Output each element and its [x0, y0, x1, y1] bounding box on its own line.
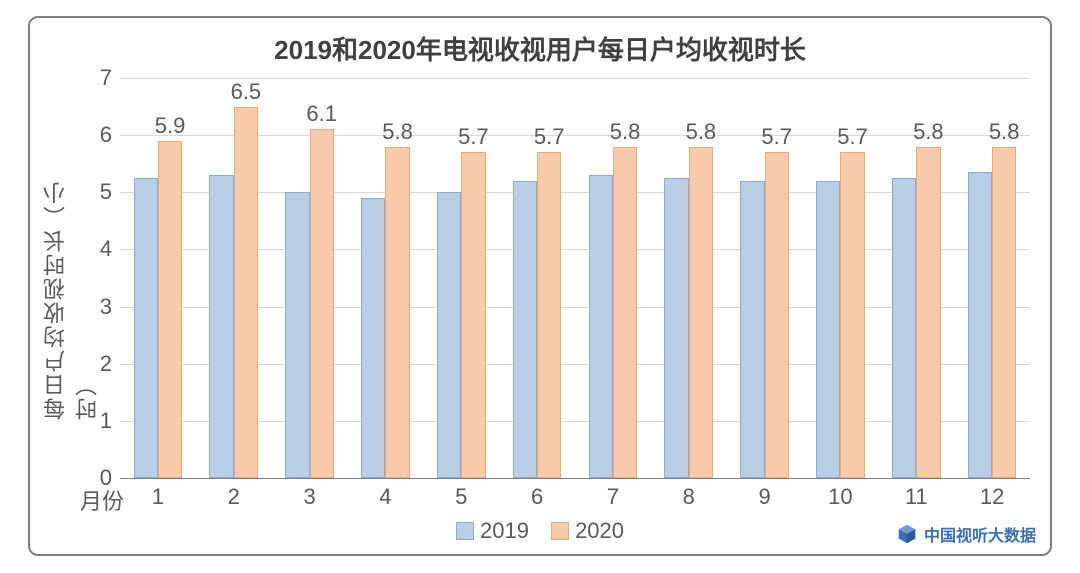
legend-swatch-2019	[456, 522, 474, 540]
x-tick-label: 2	[228, 484, 240, 510]
plot-area: 012345675.96.56.15.85.75.75.85.85.75.75.…	[120, 78, 1030, 478]
bar-2020-11	[916, 147, 940, 478]
y-tick-label: 0	[72, 465, 120, 491]
bar-2019-10	[816, 181, 840, 478]
bar-2020-12	[992, 147, 1016, 478]
bar-2019-3	[285, 192, 309, 478]
x-tick-label: 7	[607, 484, 619, 510]
x-tick-label: 11	[905, 484, 928, 510]
data-label-2020-4: 5.8	[382, 119, 413, 145]
data-label-2020-9: 5.7	[761, 124, 792, 150]
data-label-2020-1: 5.9	[155, 113, 186, 139]
cube-icon	[896, 523, 918, 545]
bar-2020-1	[158, 141, 182, 478]
data-label-2020-11: 5.8	[913, 119, 944, 145]
legend-item-2020: 2020	[551, 518, 624, 544]
x-tick-label: 10	[828, 484, 852, 510]
x-tick-label: 12	[980, 484, 1004, 510]
x-tick-label: 4	[379, 484, 391, 510]
x-tick-label: 5	[455, 484, 467, 510]
bar-2020-5	[461, 152, 485, 478]
bar-2019-7	[589, 175, 613, 478]
data-label-2020-12: 5.8	[989, 119, 1020, 145]
y-tick-label: 7	[72, 65, 120, 91]
bar-2019-11	[892, 178, 916, 478]
y-tick-label: 5	[72, 179, 120, 205]
legend-label-2019: 2019	[480, 518, 529, 544]
watermark-text: 中国视听大数据	[924, 522, 1036, 546]
bar-2019-8	[664, 178, 688, 478]
x-tick-label: 8	[683, 484, 695, 510]
y-tick-label: 2	[72, 351, 120, 377]
y-tick-label: 4	[72, 236, 120, 262]
bar-2020-6	[537, 152, 561, 478]
bar-2020-4	[385, 147, 409, 478]
bar-2020-9	[765, 152, 789, 478]
bar-2019-9	[740, 181, 764, 478]
bar-2019-1	[134, 178, 158, 478]
grid-line	[120, 478, 1030, 479]
bar-2020-2	[234, 107, 258, 478]
x-tick-label: 3	[303, 484, 315, 510]
legend-swatch-2020	[551, 522, 569, 540]
bar-2019-12	[968, 172, 992, 478]
bar-2019-4	[361, 198, 385, 478]
chart-title: 2019和2020年电视收视用户每日户均收视时长	[30, 30, 1050, 67]
y-tick-label: 1	[72, 408, 120, 434]
data-label-2020-2: 6.5	[231, 79, 262, 105]
data-label-2020-7: 5.8	[610, 119, 641, 145]
legend-item-2019: 2019	[456, 518, 529, 544]
bar-2019-5	[437, 192, 461, 478]
bar-2020-8	[689, 147, 713, 478]
watermark: 中国视听大数据	[896, 522, 1036, 546]
data-label-2020-5: 5.7	[458, 124, 489, 150]
x-tick-label: 9	[758, 484, 770, 510]
bar-2019-6	[513, 181, 537, 478]
legend-label-2020: 2020	[575, 518, 624, 544]
data-label-2020-8: 5.8	[686, 119, 717, 145]
data-label-2020-6: 5.7	[534, 124, 565, 150]
x-tick-label: 6	[531, 484, 543, 510]
bar-2020-7	[613, 147, 637, 478]
data-label-2020-10: 5.7	[837, 124, 868, 150]
chart-frame: 2019和2020年电视收视用户每日户均收视时长 每日户均收视时长（小时） 月份…	[28, 16, 1052, 556]
data-label-2020-3: 6.1	[306, 101, 337, 127]
y-tick-label: 3	[72, 294, 120, 320]
bar-2019-2	[209, 175, 233, 478]
x-tick-label: 1	[152, 484, 164, 510]
bar-2020-10	[840, 152, 864, 478]
y-tick-label: 6	[72, 122, 120, 148]
bar-2020-3	[310, 129, 334, 478]
